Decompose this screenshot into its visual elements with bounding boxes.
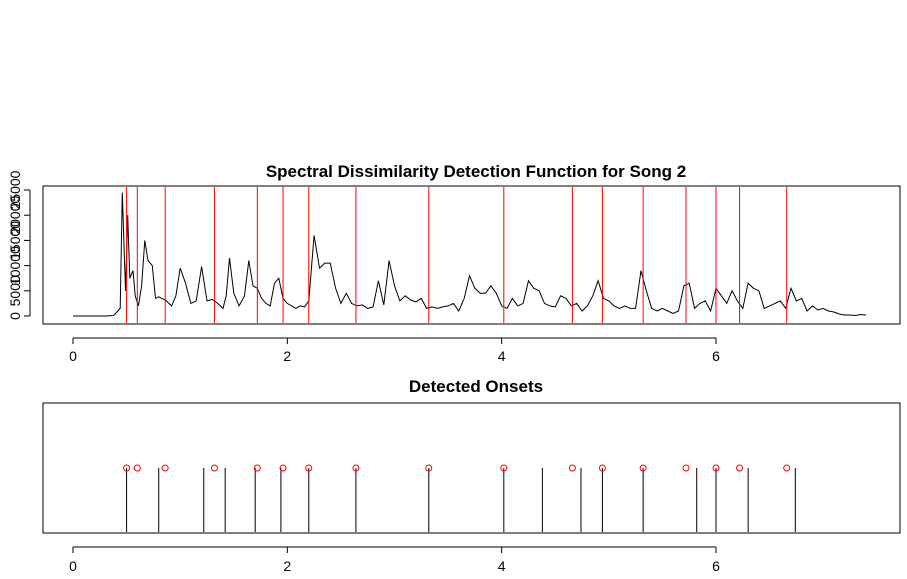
- detected-onsets-plot: Detected Onsets 0 2 4 6: [42, 377, 901, 574]
- onset-point-2: [161, 464, 169, 472]
- onset-point-7: [352, 464, 360, 472]
- onset-point-5: [279, 464, 287, 472]
- plot1-y-tick-label-10000: 10000: [7, 246, 23, 285]
- onset-point-3: [210, 464, 218, 472]
- plot1-frame: [42, 185, 901, 325]
- plot2-points: [123, 464, 791, 472]
- onset-point-13: [682, 464, 690, 472]
- plot1-y-tick-label-25000: 25000: [7, 170, 23, 209]
- plot2-x-tick-label-4: 4: [498, 558, 506, 574]
- plot1-x-tick-label-0: 0: [69, 348, 77, 364]
- plot2-x-tick-label-6: 6: [712, 558, 720, 574]
- onset-point-16: [783, 464, 791, 472]
- plot2-x-tick-label-0: 0: [69, 558, 77, 574]
- plot1-y-tick-label-5000: 5000: [7, 275, 23, 306]
- plot1-series-layer: [73, 192, 867, 317]
- plot1-title: Spectral Dissimilarity Detection Functio…: [266, 162, 686, 181]
- plot2-x-tick-label-2: 2: [283, 558, 291, 574]
- onset-point-15: [736, 464, 744, 472]
- plot1-y-tick-label-15000: 15000: [7, 221, 23, 260]
- plot1-x-tick-label-4: 4: [498, 348, 506, 364]
- onset-point-1: [133, 464, 141, 472]
- plot2-x-axis: 0 2 4 6: [69, 546, 720, 574]
- plot2-frame: [42, 402, 901, 534]
- plot2-stems: [126, 468, 796, 532]
- plot1-x-axis: 0 2 4 6: [69, 337, 720, 364]
- onset-point-8: [425, 464, 433, 472]
- detection-function-line: [73, 192, 867, 317]
- plot1-onset-lines: [126, 187, 788, 323]
- onset-point-9: [500, 464, 508, 472]
- onset-point-12: [639, 464, 647, 472]
- onset-point-10: [568, 464, 576, 472]
- onset-point-14: [712, 464, 720, 472]
- onset-point-0: [123, 464, 131, 472]
- onset-point-11: [598, 464, 606, 472]
- plot1-x-tick-label-2: 2: [283, 348, 291, 364]
- onset-point-4: [253, 464, 261, 472]
- plot1-x-tick-label-6: 6: [712, 348, 720, 364]
- plot1-y-tick-label-20000: 20000: [7, 196, 23, 235]
- onset-point-6: [305, 464, 313, 472]
- plot1-y-tick-label-0: 0: [7, 312, 23, 320]
- plot2-title: Detected Onsets: [409, 377, 543, 396]
- detection-function-plot: Spectral Dissimilarity Detection Functio…: [7, 162, 901, 364]
